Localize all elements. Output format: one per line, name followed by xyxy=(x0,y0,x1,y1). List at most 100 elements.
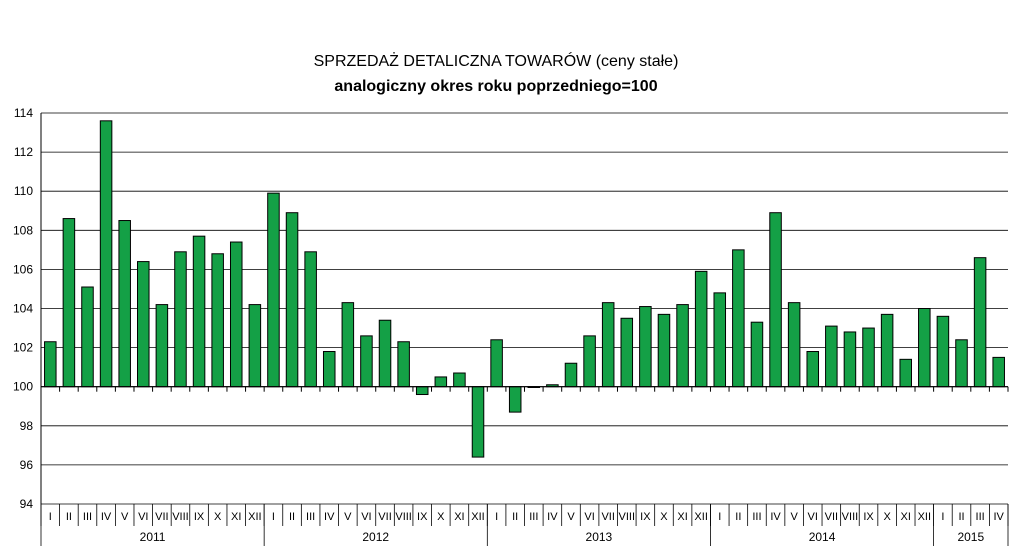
bar xyxy=(825,325,838,388)
x-tick-label: VIII xyxy=(842,511,859,523)
x-tick-label: VII xyxy=(155,511,168,523)
bar xyxy=(118,220,131,388)
y-tick-label: 102 xyxy=(13,341,33,355)
bar xyxy=(229,241,243,388)
x-tick-label: VII xyxy=(825,511,838,523)
x-tick-label: V xyxy=(567,511,575,523)
x-tick-label: VII xyxy=(601,511,614,523)
x-tick-label: VII xyxy=(378,511,391,523)
bar xyxy=(341,302,355,388)
x-tick-label: X xyxy=(883,511,891,523)
x-tick-label: VI xyxy=(361,511,371,523)
chart-subtitle: analogiczny okres roku poprzedniego=100 xyxy=(334,78,657,95)
x-tick-label: XII xyxy=(694,511,707,523)
x-tick-label: XII xyxy=(248,511,261,523)
x-tick-label: II xyxy=(958,511,964,523)
bar xyxy=(304,251,317,388)
bar xyxy=(843,331,857,388)
x-tick-label: II xyxy=(512,511,518,523)
x-tick-label: I xyxy=(941,511,944,523)
x-tick-label: III xyxy=(976,511,985,523)
bar xyxy=(415,386,429,396)
x-tick-label: V xyxy=(790,511,798,523)
x-tick-label: V xyxy=(121,511,129,523)
x-tick-label: VIII xyxy=(619,511,636,523)
y-tick-label: 112 xyxy=(14,145,33,159)
bar xyxy=(44,341,57,388)
bar xyxy=(564,362,578,388)
bar xyxy=(397,341,410,388)
bar xyxy=(137,261,150,388)
year-label: 2014 xyxy=(809,530,836,544)
bar xyxy=(601,302,615,388)
x-tick-label: VIII xyxy=(395,511,412,523)
x-tick-label: I xyxy=(49,511,52,523)
bar xyxy=(453,372,466,388)
x-tick-label: III xyxy=(529,511,538,523)
y-tick-label: 110 xyxy=(14,184,33,198)
bar xyxy=(880,313,894,388)
x-tick-label: I xyxy=(272,511,275,523)
year-label: 2011 xyxy=(140,530,166,544)
x-tick-label: IV xyxy=(101,511,112,523)
y-tick-label: 94 xyxy=(20,497,34,511)
bar xyxy=(676,304,689,388)
bar xyxy=(973,257,987,388)
x-tick-label: IX xyxy=(863,511,874,523)
x-tick-label: II xyxy=(66,511,72,523)
bar xyxy=(62,218,76,388)
bar xyxy=(285,212,299,388)
y-tick-label: 104 xyxy=(13,302,33,316)
x-tick-label: II xyxy=(735,511,741,523)
bar xyxy=(174,251,187,388)
x-tick-label: III xyxy=(752,511,761,523)
year-label: 2012 xyxy=(362,530,389,544)
bar xyxy=(992,356,1005,388)
x-tick-label: XI xyxy=(454,511,464,523)
bar xyxy=(583,335,596,388)
x-tick-label: X xyxy=(214,511,222,523)
x-tick-label: IX xyxy=(417,511,428,523)
x-tick-label: II xyxy=(289,511,295,523)
x-tick-label: XI xyxy=(677,511,687,523)
bars xyxy=(44,120,1005,458)
bar xyxy=(248,304,262,388)
year-label: 2013 xyxy=(586,530,613,544)
bar xyxy=(99,120,113,388)
bar xyxy=(862,327,875,388)
bar xyxy=(490,339,503,388)
y-tick-label: 108 xyxy=(13,223,33,237)
x-tick-label: X xyxy=(437,511,445,523)
y-tick-label: 100 xyxy=(13,380,33,394)
bar xyxy=(899,358,912,388)
chart-title: SPRZEDAŻ DETALICZNA TOWARÓW (ceny stałe) xyxy=(314,51,679,70)
bar xyxy=(657,313,671,388)
bar xyxy=(378,319,392,388)
axes xyxy=(40,113,1009,546)
bar xyxy=(694,270,708,388)
x-tick-label: XII xyxy=(918,511,931,523)
x-tick-label: XI xyxy=(231,511,241,523)
bar xyxy=(360,335,373,388)
bar xyxy=(267,192,280,388)
bar xyxy=(936,315,950,388)
bar xyxy=(713,292,727,388)
x-tick-label: I xyxy=(718,511,721,523)
x-tick-label: IV xyxy=(993,511,1004,523)
bar xyxy=(787,302,801,388)
bar xyxy=(81,286,94,388)
bar xyxy=(322,351,336,388)
bar xyxy=(806,351,820,388)
x-tick-label: V xyxy=(344,511,352,523)
x-tick-label: IV xyxy=(547,511,558,523)
bar xyxy=(639,306,652,388)
y-tick-label: 98 xyxy=(20,419,34,433)
bar xyxy=(732,249,745,388)
bar xyxy=(434,376,448,388)
bar xyxy=(508,386,522,413)
bar xyxy=(192,235,206,388)
x-tick-label: XII xyxy=(471,511,484,523)
y-tick-label: 106 xyxy=(13,262,33,276)
x-tick-label: IX xyxy=(640,511,651,523)
